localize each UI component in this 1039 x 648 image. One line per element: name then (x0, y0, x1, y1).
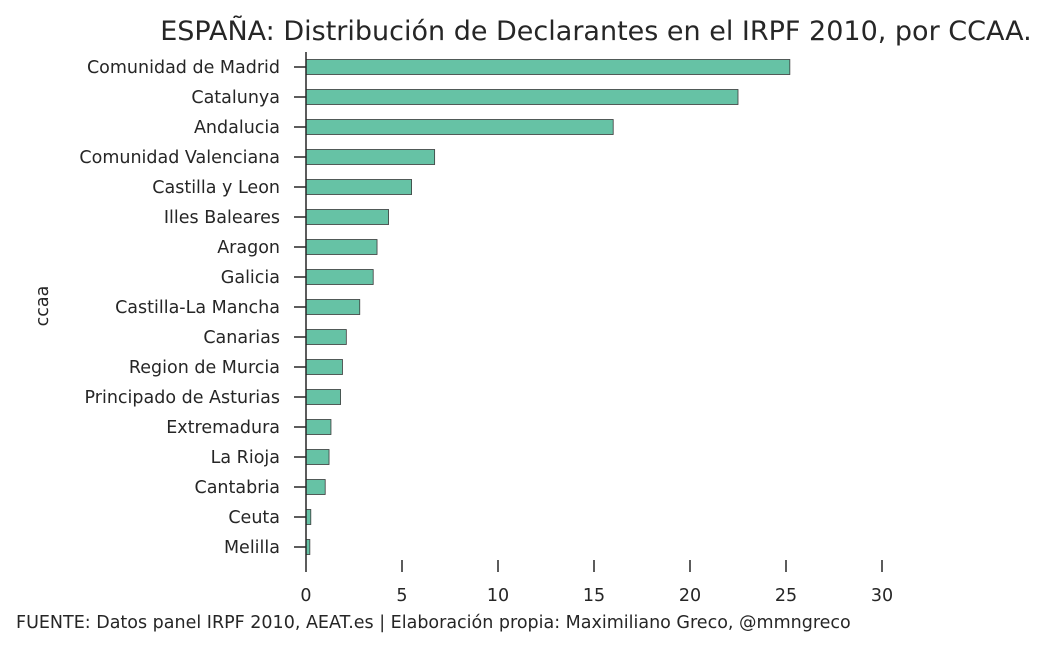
bar (305, 149, 436, 165)
x-tick-label: 0 (300, 586, 311, 606)
bar (305, 269, 374, 285)
y-tick-label: Aragon (217, 238, 280, 258)
y-tick-label: Cantabria (194, 478, 280, 498)
x-axis: 0 5 10 15 20 25 30 (300, 560, 893, 606)
source-note: FUENTE: Datos panel IRPF 2010, AEAT.es |… (16, 613, 851, 633)
bar (305, 449, 330, 465)
x-tick-label: 5 (396, 586, 407, 606)
y-tick-label: Canarias (203, 328, 280, 348)
bar (305, 299, 361, 315)
bar (305, 479, 326, 495)
y-tick-label: Galicia (221, 268, 280, 288)
x-tick-label: 20 (679, 586, 701, 606)
bars-group (305, 59, 791, 555)
y-tick-label: Principado de Asturias (85, 388, 280, 408)
bar (305, 89, 739, 105)
y-tick-label: Catalunya (191, 88, 280, 108)
y-tick-label: Andalucia (194, 118, 280, 138)
chart-title: ESPAÑA: Distribución de Declarantes en e… (160, 15, 1032, 47)
bar (305, 179, 412, 195)
bar (305, 389, 341, 405)
y-tick-label: Melilla (224, 538, 280, 558)
y-tick-label: Extremadura (166, 418, 280, 438)
y-tick-label: Comunidad de Madrid (87, 58, 280, 78)
y-tick-label: Ceuta (228, 508, 280, 528)
bar (305, 119, 614, 135)
x-tick-label: 25 (775, 586, 797, 606)
x-tick-label: 10 (487, 586, 509, 606)
y-tick-label: Illes Baleares (164, 208, 280, 228)
y-tick-label: Castilla-La Mancha (115, 298, 280, 318)
x-tick-label: 30 (871, 586, 893, 606)
y-axis: Comunidad de Madrid Catalunya Andalucia Com… (79, 52, 307, 560)
y-tick-label: La Rioja (211, 448, 280, 468)
bar (305, 419, 332, 435)
bar (305, 239, 378, 255)
x-tick-label: 15 (583, 586, 605, 606)
y-axis-label: ccaa (33, 286, 53, 327)
y-tick-label: Castilla y Leon (152, 178, 280, 198)
bar (305, 209, 389, 225)
y-tick-label: Region de Murcia (129, 358, 280, 378)
bar (305, 59, 791, 75)
bar (305, 329, 347, 345)
bar (305, 359, 343, 375)
y-tick-label: Comunidad Valenciana (79, 148, 280, 168)
